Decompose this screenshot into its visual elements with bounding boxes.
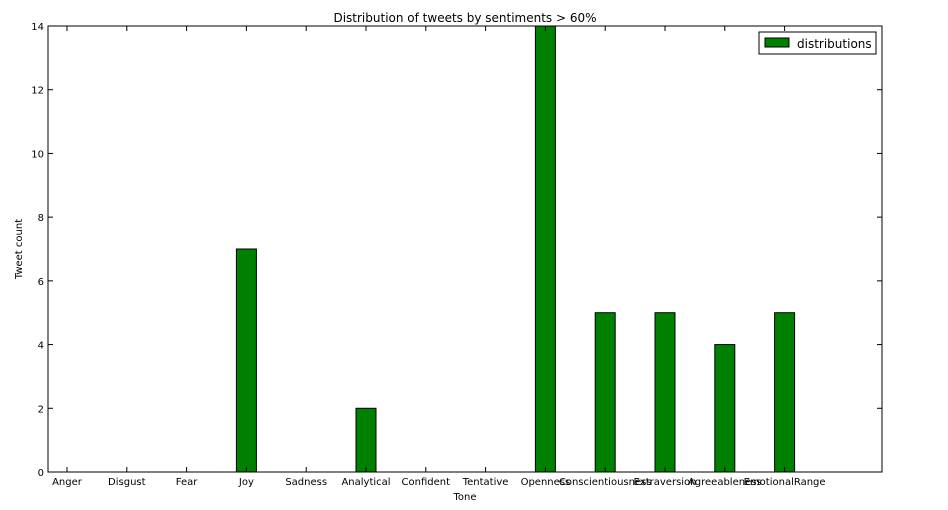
x-tick-label: Confident: [402, 477, 451, 488]
bar-joy: [235, 248, 257, 473]
legend: distributions: [758, 31, 877, 55]
x-axis-label: Tone: [452, 492, 476, 503]
y-tick-label: 14: [31, 22, 44, 33]
x-tick-label: Fear: [176, 477, 198, 488]
x-tick-label: Conscientiousness: [559, 477, 652, 488]
x-tick-label: Joy: [238, 477, 254, 488]
chart-title: Distribution of tweets by sentiments > 6…: [333, 11, 596, 25]
y-tick-label: 6: [38, 277, 44, 288]
bar-openness: [534, 25, 556, 473]
bar-extraversion: [654, 312, 676, 473]
x-tick-label: Analytical: [341, 477, 390, 488]
x-tick-label: Extraversion: [633, 477, 696, 488]
y-tick-label: 12: [31, 86, 44, 97]
y-tick-label: 4: [38, 341, 44, 352]
bar-conscientiousness: [594, 312, 616, 473]
y-axis-label: Tweet count: [14, 219, 25, 280]
x-tick-label: Anger: [52, 477, 83, 488]
plot-area: 0 2 4 6 8 10 12 14 Anger Disgust Fear Joy Sadness Ana…: [31, 22, 883, 488]
legend-label: distributions: [797, 37, 872, 51]
plot-frame: [47, 25, 883, 473]
x-tick-label: Agreeableness: [688, 477, 762, 488]
bar-analytical: [355, 407, 377, 473]
y-tick-label: 8: [38, 213, 44, 224]
x-tick-label: Openness: [521, 477, 571, 488]
legend-swatch: [764, 37, 790, 48]
y-tick-label: 0: [38, 468, 44, 479]
bar-emotionalrange: [774, 312, 796, 473]
bar-agreeableness: [714, 344, 736, 473]
y-tick-label: 10: [31, 149, 44, 160]
x-tick-label: Disgust: [108, 477, 146, 488]
x-tick-label: Sadness: [285, 477, 327, 488]
y-tick-label: 2: [38, 404, 44, 415]
x-tick-label: EmotionalRange: [744, 477, 826, 488]
x-tick-label: Tentative: [462, 477, 509, 488]
